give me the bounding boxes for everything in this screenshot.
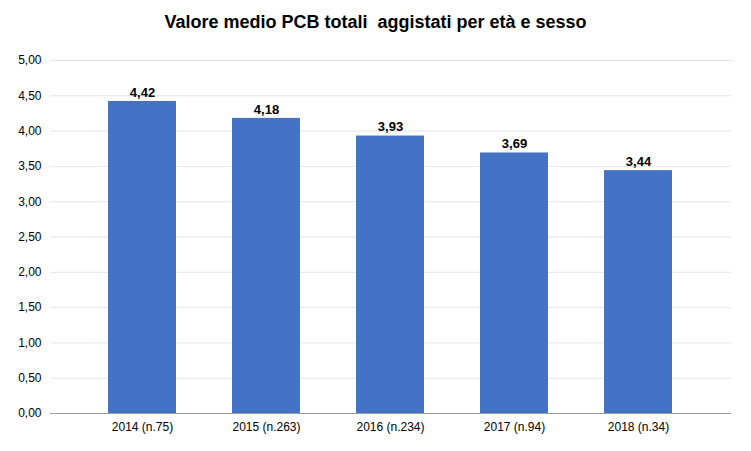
svg-text:1,50: 1,50	[18, 300, 42, 314]
html-text:Valore medio PCB totali aggist: Valore medio PCB totali aggistati per et…	[164, 12, 587, 32]
svg-text:3,69: 3,69	[502, 136, 527, 151]
svg-text:3,00: 3,00	[18, 195, 42, 209]
svg-text:2014 (n.75): 2014 (n.75)	[112, 420, 173, 434]
svg-text:4,50: 4,50	[18, 89, 42, 103]
svg-text:2,50: 2,50	[18, 230, 42, 244]
svg-text:3,44: 3,44	[626, 154, 652, 169]
svg-text:2018 (n.34): 2018 (n.34)	[608, 420, 669, 434]
svg-text:0,00: 0,00	[18, 406, 42, 420]
svg-text:3,93: 3,93	[378, 119, 403, 134]
svg-text:4,00: 4,00	[18, 124, 42, 138]
svg-text:4,42: 4,42	[130, 85, 155, 100]
svg-text:4,18: 4,18	[254, 102, 279, 117]
svg-text:2,00: 2,00	[18, 265, 42, 279]
svg-text:2016 (n.234): 2016 (n.234)	[356, 420, 424, 434]
svg-text:5,00: 5,00	[18, 53, 42, 67]
svg-text:1,00: 1,00	[18, 336, 42, 350]
svg-text:2017 (n.94): 2017 (n.94)	[484, 420, 545, 434]
svg-text:3,50: 3,50	[18, 159, 42, 173]
svg-text:0,50: 0,50	[18, 371, 42, 385]
svg-text:2015 (n.263): 2015 (n.263)	[232, 420, 300, 434]
